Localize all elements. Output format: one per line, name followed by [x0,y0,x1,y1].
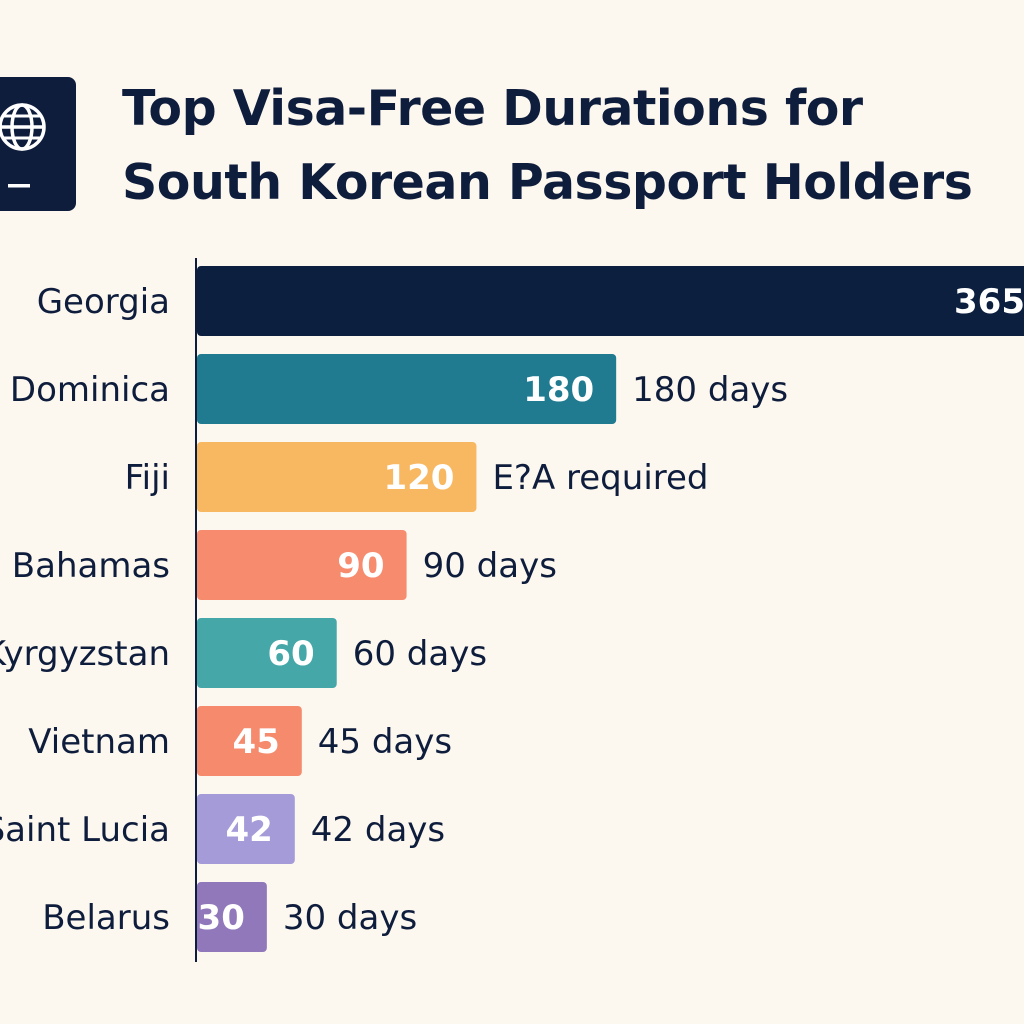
duration-note: 60 days [353,634,487,674]
bar-fiji [197,442,477,512]
bar-saint-lucia [197,794,295,864]
category-label: Dominica [10,370,170,410]
bar-belarus [197,882,267,952]
value-label: 30 [198,898,245,938]
category-label: Fiji [125,458,170,498]
value-label: 42 [225,810,272,850]
title-line-2: South Korean Passport Holders [122,154,973,211]
value-label: 45 [232,722,279,762]
category-label: Vietnam [28,722,170,762]
title-line-1: Top Visa-Free Durations for [122,80,863,137]
duration-note: 45 days [318,722,452,762]
value-label: 180 [523,370,594,410]
category-label: Saint Lucia [0,810,170,850]
bar-georgia [197,266,1024,336]
passport-icon [0,77,76,211]
bar-vietnam [197,706,302,776]
bar-kyrgyzstan [197,618,337,688]
duration-note: 42 days [311,810,445,850]
value-label: 90 [337,546,384,586]
value-label: 365 [954,282,1024,322]
bar-bahamas [197,530,407,600]
chart-title: Top Visa-Free Durations for South Korean… [122,72,973,220]
category-label: Bahamas [12,546,170,586]
duration-note: 90 days [423,546,557,586]
category-label: Belarus [42,898,170,938]
category-label: Georgia [37,282,170,322]
value-label: 60 [267,634,314,674]
duration-note: 30 days [283,898,417,938]
globe-icon [0,103,46,188]
duration-note: E?A required [492,458,708,498]
category-label: Kyrgyzstan [0,634,170,674]
value-label: 120 [383,458,454,498]
bar-dominica [197,354,617,424]
duration-note: 180 days [632,370,788,410]
